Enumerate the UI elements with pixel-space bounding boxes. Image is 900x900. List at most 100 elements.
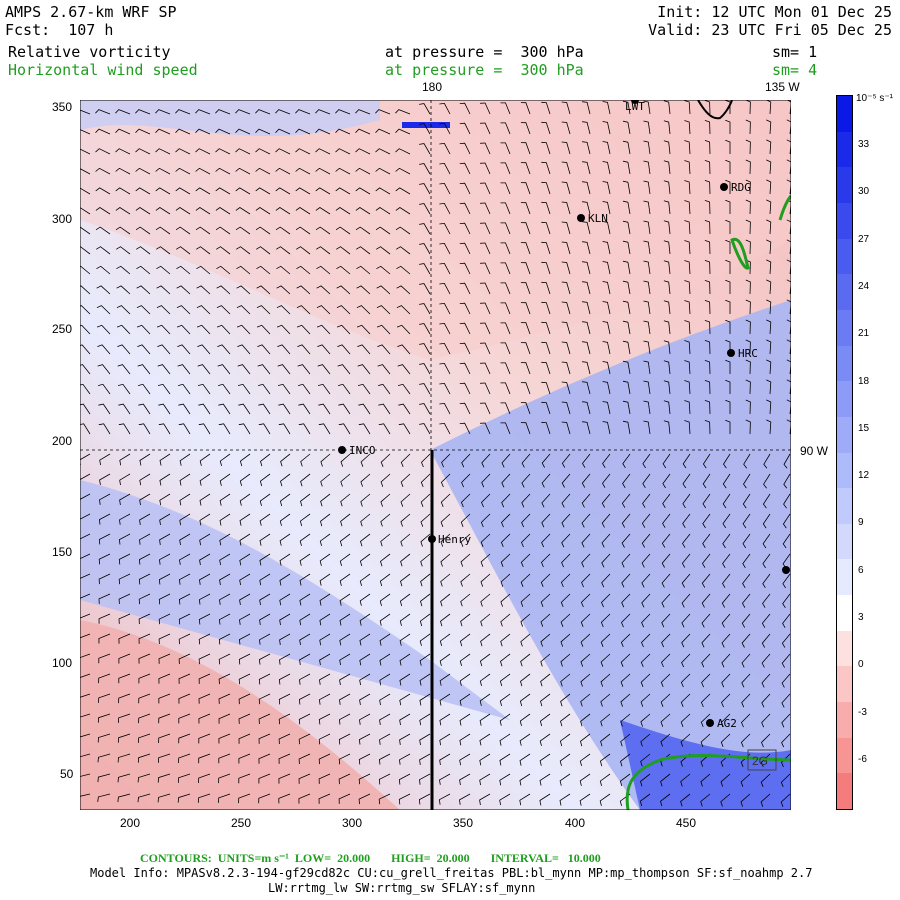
wind-barb: [275, 128, 291, 135]
wind-barb: [118, 403, 131, 415]
wind-barb: [419, 103, 431, 115]
wind-barb: [439, 322, 451, 335]
wind-barb: [602, 181, 611, 195]
wind-barb: [138, 693, 151, 704]
wind-barb: [257, 364, 271, 375]
wind-barb: [400, 553, 411, 567]
wind-barb: [358, 793, 371, 805]
wind-barb: [540, 593, 551, 607]
wind-barb: [158, 693, 171, 704]
wind-barb: [315, 246, 331, 255]
wind-barb: [480, 633, 491, 647]
wind-barb: [459, 693, 471, 706]
wind-barb: [98, 593, 111, 604]
wind-barb: [520, 122, 531, 135]
wind-barb: [137, 793, 151, 803]
wind-barb: [480, 402, 491, 415]
wind-barb: [661, 573, 671, 588]
wind-barb: [177, 383, 191, 395]
wind-barb: [539, 733, 551, 746]
wind-barb: [740, 733, 751, 748]
wind-barb: [419, 633, 431, 646]
wind-barb: [116, 324, 131, 335]
wind-barb: [681, 593, 691, 608]
wind-barb: [378, 423, 391, 435]
wind-barb: [319, 633, 331, 646]
wind-barb: [178, 653, 191, 665]
wind-barb: [582, 241, 591, 255]
wind-barb: [316, 305, 331, 315]
wind-barb: [178, 403, 191, 415]
wind-barb: [235, 187, 251, 195]
wind-barb: [215, 128, 231, 135]
wind-barb: [260, 453, 271, 467]
wind-barb: [80, 493, 91, 505]
wind-barb: [215, 167, 231, 175]
wind-barb: [761, 713, 771, 728]
wind-barb: [500, 242, 511, 255]
wind-barb: [704, 380, 711, 395]
wind-barb: [581, 473, 591, 488]
model-title: AMPS 2.67-km WRF SP: [5, 3, 177, 21]
wind-barb: [500, 533, 511, 548]
wind-barb: [786, 259, 791, 275]
wind-barb: [582, 401, 591, 415]
wind-barb: [335, 207, 351, 215]
station-kln: KLN: [588, 212, 608, 225]
field1-level: at pressure = 300 hPa: [385, 43, 584, 61]
wind-barb: [701, 673, 711, 688]
wind-barb: [298, 773, 311, 784]
wind-barb: [520, 242, 531, 255]
wind-barb: [439, 222, 451, 235]
wind-barb: [95, 226, 111, 235]
wind-barb: [400, 493, 411, 507]
wind-barb: [601, 553, 611, 568]
wind-barb: [396, 305, 411, 315]
colorbar-segment: [837, 202, 852, 240]
wind-barb: [157, 364, 171, 375]
colorbar-unit: 10⁻⁵ s⁻¹: [856, 93, 893, 104]
wind-barb: [519, 773, 531, 786]
wind-barb: [238, 693, 251, 705]
wind-barb: [258, 753, 271, 764]
wind-barb: [786, 299, 791, 315]
wind-barb: [541, 221, 551, 235]
wind-barb: [684, 260, 691, 275]
wind-barb: [520, 342, 531, 355]
wind-barb: [358, 753, 371, 765]
wind-barb: [97, 713, 111, 723]
wind-barb: [684, 320, 691, 335]
wind-barb: [395, 187, 411, 195]
wind-barb: [195, 128, 211, 135]
wind-barb: [136, 305, 151, 315]
wind-barb: [561, 341, 571, 355]
wind-barb: [622, 420, 631, 435]
wind-barb: [621, 553, 631, 568]
wind-barb: [379, 653, 391, 666]
wind-barb: [704, 240, 711, 255]
wind-barb: [377, 344, 391, 355]
wind-barb: [379, 693, 391, 706]
wind-barb: [419, 653, 431, 666]
wind-barb: [80, 573, 91, 579]
wind-barb: [378, 403, 391, 415]
wind-barb: [745, 219, 751, 235]
wind-barb: [421, 453, 431, 468]
wind-barb: [335, 226, 351, 235]
wind-barb: [419, 143, 431, 155]
colorbar-tick: -3: [858, 706, 867, 718]
wind-barb: [239, 613, 251, 625]
wind-barb: [218, 753, 231, 764]
wind-barb: [236, 324, 251, 335]
wind-barb: [682, 533, 691, 548]
wind-barb: [441, 453, 451, 468]
wind-barb: [459, 773, 471, 786]
wind-barb: [80, 473, 91, 485]
colorbar-tick: 15: [858, 422, 870, 434]
wind-barb: [299, 513, 311, 527]
wind-barb: [80, 633, 91, 639]
wind-barb: [218, 633, 231, 645]
wind-barb: [319, 553, 331, 566]
wind-barb: [419, 613, 431, 627]
wind-barb: [399, 593, 411, 607]
